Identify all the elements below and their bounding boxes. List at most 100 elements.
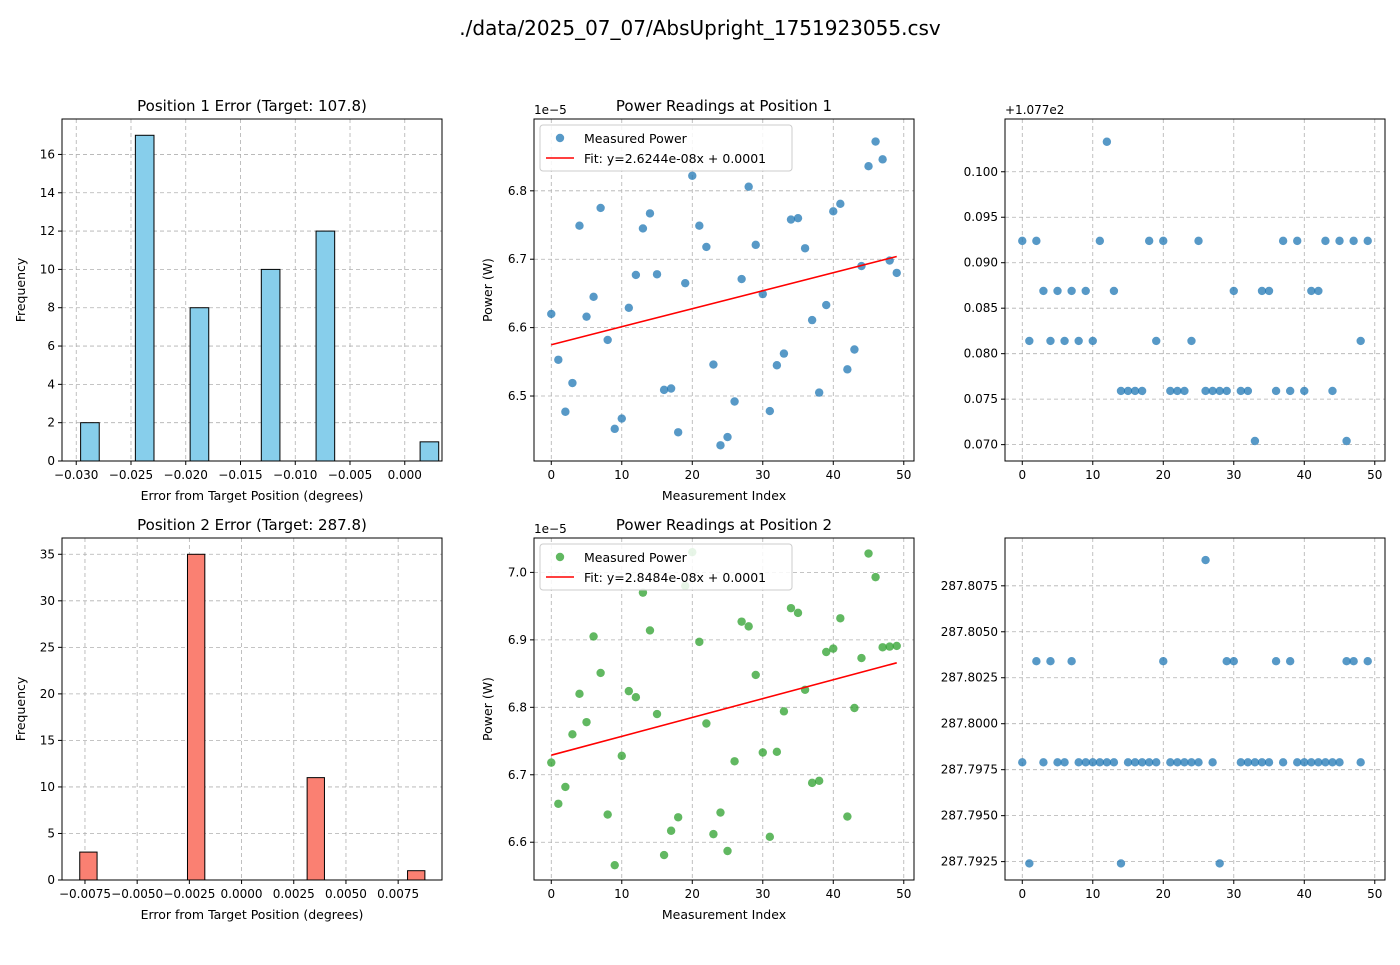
x-tick-label: 30 [755, 468, 770, 482]
data-point [730, 757, 739, 766]
data-point [779, 707, 789, 716]
data-point [1039, 758, 1048, 767]
figure-title: ./data/2025_07_07/AbsUpright_1751923055.… [459, 16, 941, 40]
data-point [843, 365, 852, 374]
y-tick-label: 287.8075 [941, 579, 998, 593]
x-tick-label: 20 [1156, 468, 1171, 482]
data-point [1356, 336, 1365, 346]
data-point [850, 703, 859, 713]
data-point [1215, 859, 1224, 868]
x-tick-label: 0.000 [388, 468, 422, 482]
x-tick-label: 30 [755, 887, 770, 901]
data-point [1285, 386, 1295, 396]
data-point [638, 224, 648, 233]
data-point [631, 692, 641, 702]
data-point [582, 717, 591, 727]
data-point [1236, 758, 1246, 767]
y-tick-label: 20 [40, 687, 55, 701]
data-point [751, 670, 760, 680]
data-point [892, 641, 901, 651]
data-point [1095, 236, 1105, 246]
data-point [695, 637, 704, 647]
x-tick-label: 10 [1085, 468, 1100, 482]
x-tick-label: 0 [1018, 887, 1026, 901]
data-point [1123, 386, 1133, 396]
grid [1005, 119, 1385, 461]
data-point [603, 335, 612, 345]
data-point [1208, 758, 1217, 767]
data-point [1264, 286, 1274, 296]
data-point [709, 360, 718, 369]
data-point [1215, 386, 1224, 396]
x-tick-label: −0.030 [54, 468, 98, 482]
y-tick-label: 35 [40, 547, 55, 561]
grid [1005, 538, 1385, 880]
y-tick-label: 2 [47, 416, 55, 430]
data-point [1025, 336, 1034, 346]
data-point [1342, 436, 1351, 446]
y-tick-label: 287.7925 [941, 855, 998, 869]
data-point [1328, 386, 1337, 396]
x-tick-label: 0 [1018, 468, 1026, 482]
x-tick-label: 20 [685, 468, 700, 482]
data-point [1194, 758, 1203, 767]
data-point [1208, 386, 1217, 396]
x-axis-label: Measurement Index [662, 907, 786, 922]
data-point [652, 270, 662, 279]
y-tick-label: 0 [47, 454, 55, 468]
data-point [1116, 859, 1126, 868]
grid [62, 538, 442, 881]
data-point [1180, 386, 1189, 396]
data-point [786, 215, 796, 224]
axis-offset-label: +1.077e2 [1005, 103, 1064, 117]
subplot-3: 0 10 20 30 40 50 0.070 0.075 0.080 0.085 0.090 0.09… [964, 103, 1386, 482]
histogram-bar [260, 268, 281, 462]
subplot-title: Power Readings at Position 1 [616, 97, 832, 115]
x-tick-label: 40 [1297, 468, 1312, 482]
axis-offset-label: 1e−5 [534, 522, 567, 536]
data-point [1067, 286, 1076, 296]
histogram-bar [189, 307, 210, 462]
data-point [617, 414, 626, 423]
data-point [807, 315, 817, 325]
data-point [822, 300, 831, 310]
data-point [878, 643, 887, 652]
data-point [561, 407, 570, 416]
data-point [779, 349, 789, 358]
data-point [1060, 336, 1069, 346]
legend-label: Fit: y=2.8484e-08x + 0.0001 [584, 570, 766, 585]
data-point [1278, 758, 1288, 767]
x-axis-label: Error from Target Position (degrees) [141, 907, 364, 922]
data-point [1243, 758, 1253, 767]
x-tick-label: 40 [1297, 887, 1312, 901]
data-point [1257, 758, 1267, 767]
legend-label: Fit: y=2.6244e-08x + 0.0001 [584, 151, 766, 166]
x-tick-label: 0.0075 [377, 887, 419, 901]
x-tick-label: 0 [547, 468, 555, 482]
data-point [1173, 386, 1182, 396]
subplot-title: Position 2 Error (Target: 287.8) [137, 516, 367, 534]
data-point [814, 388, 824, 397]
y-tick-label: 0.095 [964, 210, 998, 224]
y-tick-label: 0.080 [964, 347, 998, 361]
y-tick-label: 6.6 [508, 835, 527, 849]
data-point [1166, 758, 1175, 767]
data-point [871, 572, 880, 582]
x-tick-label: 0.0025 [273, 887, 315, 901]
data-point [617, 751, 626, 761]
data-point [631, 270, 641, 280]
legend: Measured Power Fit: y=2.6244e-08x + 0.000… [539, 124, 793, 172]
data-point [1250, 758, 1260, 767]
data-point [1081, 758, 1090, 767]
data-point [1159, 656, 1168, 666]
data-point [1201, 386, 1210, 396]
data-point [659, 850, 669, 860]
data-point [1335, 758, 1344, 767]
data-point [1335, 236, 1344, 246]
x-tick-label: 20 [1156, 887, 1171, 901]
histogram-bar [134, 134, 155, 462]
data-point [1018, 758, 1027, 767]
data-point [1152, 336, 1161, 346]
subplot-title: Power Readings at Position 2 [616, 516, 832, 534]
